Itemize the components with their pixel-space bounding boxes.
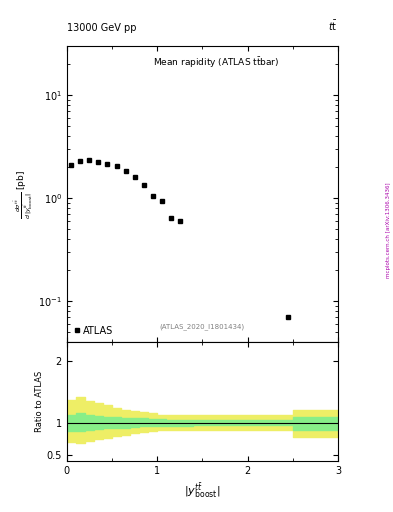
ATLAS bbox=[105, 161, 110, 167]
Y-axis label: Ratio to ATLAS: Ratio to ATLAS bbox=[35, 371, 44, 432]
Text: (ATLAS_2020_I1801434): (ATLAS_2020_I1801434) bbox=[160, 324, 245, 330]
Legend: ATLAS: ATLAS bbox=[72, 324, 116, 337]
ATLAS bbox=[150, 193, 155, 199]
ATLAS bbox=[132, 174, 137, 180]
ATLAS bbox=[96, 159, 101, 165]
Text: 13000 GeV pp: 13000 GeV pp bbox=[67, 23, 136, 33]
Text: t$\bar{\rm t}$: t$\bar{\rm t}$ bbox=[329, 19, 338, 33]
X-axis label: $|y^{t\bar{t}}_\mathrm{boost}|$: $|y^{t\bar{t}}_\mathrm{boost}|$ bbox=[184, 481, 220, 500]
ATLAS bbox=[141, 182, 146, 188]
ATLAS bbox=[178, 218, 182, 224]
ATLAS bbox=[69, 162, 74, 168]
Text: Mean rapidity (ATLAS t$\bar{\rm t}$bar): Mean rapidity (ATLAS t$\bar{\rm t}$bar) bbox=[153, 55, 279, 70]
ATLAS bbox=[123, 167, 128, 174]
ATLAS bbox=[78, 158, 83, 164]
Y-axis label: $\frac{d\sigma^{t\bar{t}}}{d\,|y^{t\bar{t}}_\mathrm{boost}|}$ [pb]: $\frac{d\sigma^{t\bar{t}}}{d\,|y^{t\bar{… bbox=[13, 169, 35, 219]
Line: ATLAS: ATLAS bbox=[69, 158, 291, 319]
ATLAS bbox=[87, 157, 92, 163]
Text: mcplots.cern.ch [arXiv:1306.3436]: mcplots.cern.ch [arXiv:1306.3436] bbox=[386, 183, 391, 278]
ATLAS bbox=[286, 314, 291, 321]
ATLAS bbox=[160, 198, 164, 204]
ATLAS bbox=[169, 215, 173, 221]
ATLAS bbox=[114, 163, 119, 169]
